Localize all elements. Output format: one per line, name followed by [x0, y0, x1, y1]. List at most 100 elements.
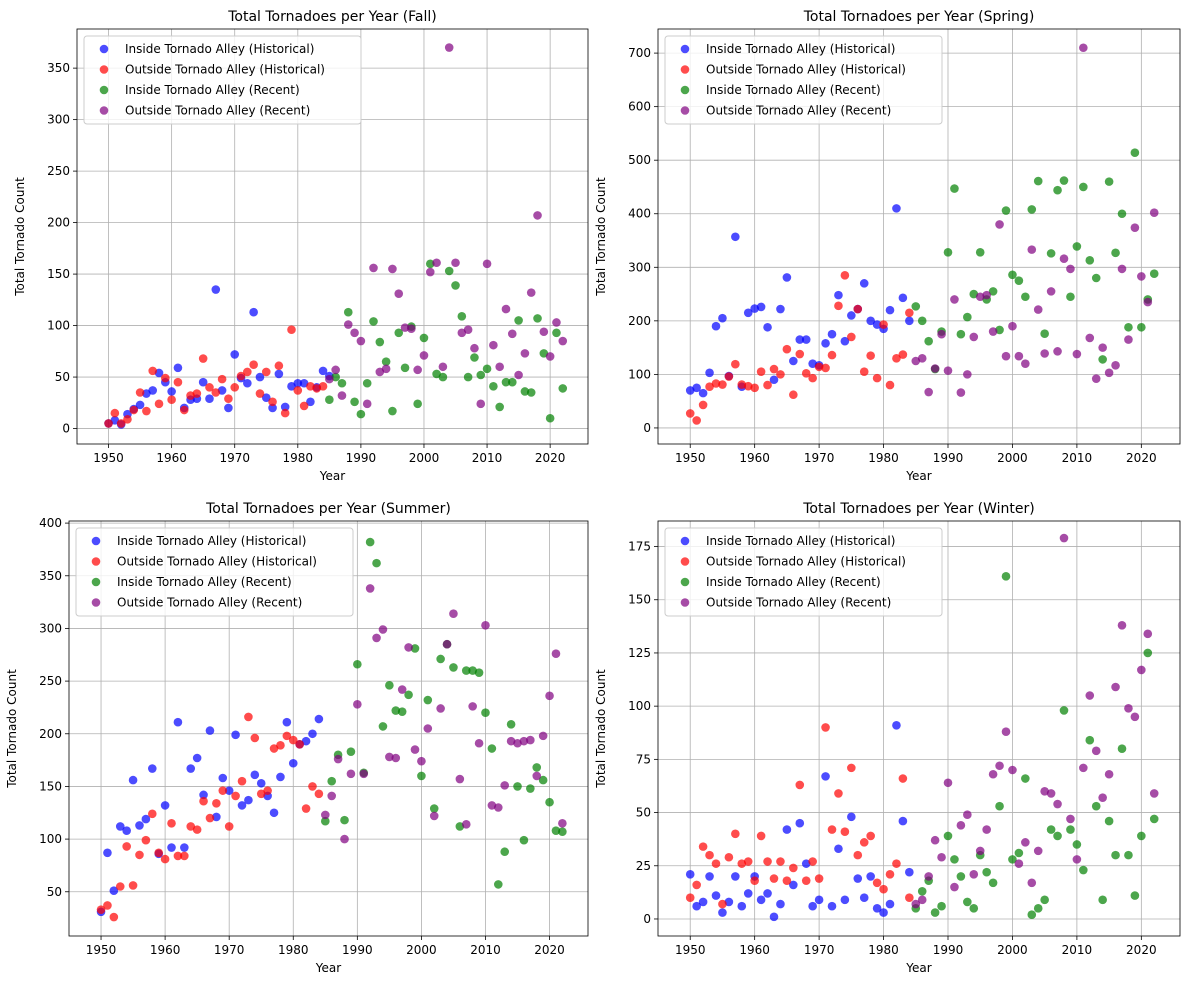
data-point [801, 876, 811, 885]
data-point [731, 232, 740, 242]
data-point [917, 354, 927, 363]
data-point [173, 363, 183, 373]
data-point [282, 731, 292, 741]
x-tick-label: 1950 [675, 943, 706, 957]
data-point [930, 364, 940, 373]
x-tick-label: 1950 [675, 451, 706, 465]
data-point [299, 401, 309, 411]
data-point [776, 899, 785, 909]
data-point [545, 691, 554, 701]
data-point [1104, 769, 1114, 779]
data-point [261, 393, 271, 402]
data-point [514, 370, 523, 380]
data-point [692, 901, 701, 911]
data-point [444, 43, 454, 52]
data-point [1098, 793, 1107, 802]
data-point [423, 695, 433, 705]
data-point [314, 789, 324, 799]
series-3 [911, 43, 1159, 397]
data-point [789, 390, 798, 400]
data-point [520, 387, 530, 396]
data-point [400, 323, 410, 332]
data-point [397, 685, 407, 694]
series-3 [911, 533, 1159, 909]
data-point [438, 362, 448, 372]
data-point [268, 403, 277, 413]
data-point [1001, 351, 1011, 361]
data-point [776, 857, 785, 866]
data-point [280, 408, 290, 418]
data-point [103, 848, 112, 858]
data-point [1085, 735, 1095, 745]
data-point [1059, 254, 1069, 264]
data-point [956, 329, 966, 339]
data-point [1027, 205, 1037, 214]
data-point [325, 395, 334, 405]
data-point [988, 287, 998, 296]
data-point [532, 771, 542, 781]
chart-panel-1: 1950 1960 1970 1980 1990 2000 2010 2020 0 100 200 3… [594, 9, 1181, 483]
data-point [318, 366, 328, 376]
data-point [1033, 904, 1043, 913]
data-point [847, 812, 856, 822]
data-point [905, 867, 914, 877]
data-point [1053, 185, 1062, 195]
y-tick-label: 75 [636, 752, 651, 766]
data-point [1014, 351, 1024, 361]
data-point [1059, 706, 1069, 715]
data-point [115, 822, 125, 831]
data-point [519, 736, 529, 746]
y-tick-label: 250 [39, 674, 62, 688]
data-point [161, 373, 170, 383]
data-point [1098, 895, 1107, 905]
data-point [769, 364, 779, 374]
data-point [167, 843, 176, 852]
data-point [192, 753, 202, 763]
data-point [930, 835, 940, 845]
data-point [1072, 242, 1082, 251]
y-tick-label: 300 [628, 260, 651, 274]
data-point [122, 826, 131, 835]
data-point [343, 320, 353, 329]
data-point [493, 803, 503, 812]
data-point [551, 826, 561, 835]
data-point [160, 854, 170, 864]
data-point [795, 349, 805, 359]
data-point [808, 359, 817, 368]
data-point [801, 335, 811, 344]
y-tick-label: 200 [47, 216, 70, 230]
data-point [514, 316, 523, 325]
data-point [1066, 825, 1075, 834]
data-point [834, 290, 843, 300]
legend-marker [680, 598, 690, 607]
data-point [821, 723, 830, 732]
data-point [885, 899, 895, 909]
data-point [250, 770, 260, 780]
data-point [474, 738, 484, 748]
data-point [436, 654, 445, 664]
data-point [1021, 838, 1030, 847]
data-point [988, 327, 998, 336]
data-point [369, 263, 378, 273]
data-point [724, 372, 734, 381]
y-tick-label: 150 [628, 593, 651, 607]
x-tick-label: 1980 [283, 451, 314, 465]
legend-frame [664, 527, 943, 617]
chart-panel-3: 1950 1960 1970 1980 1990 2000 2010 2020 0 25 50 75 1… [594, 501, 1181, 975]
data-point [1130, 223, 1140, 232]
data-point [769, 912, 779, 922]
data-point [212, 812, 221, 822]
data-point [866, 872, 875, 881]
data-point [795, 335, 805, 344]
data-point [148, 366, 158, 376]
y-axis-label: Total Tornado Count [5, 669, 19, 789]
data-point [731, 872, 740, 881]
data-point [1091, 374, 1101, 383]
data-point [451, 258, 460, 268]
x-tick-label: 2010 [1062, 451, 1093, 465]
data-point [1124, 703, 1133, 713]
data-point [211, 388, 221, 397]
data-point [173, 717, 183, 727]
data-point [391, 753, 401, 763]
data-point [821, 772, 830, 781]
